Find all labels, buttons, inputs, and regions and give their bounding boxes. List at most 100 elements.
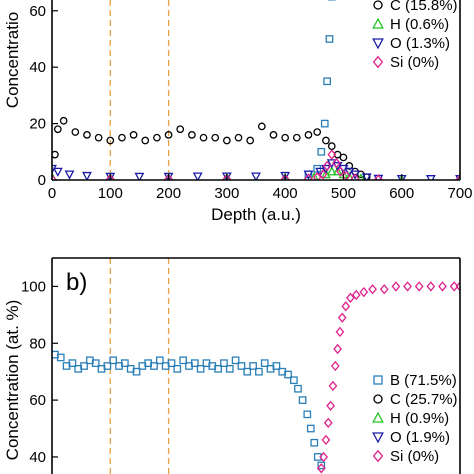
data-point-si <box>164 173 173 180</box>
y-axis-title: Concentratio <box>3 12 22 108</box>
data-point-c <box>141 136 150 145</box>
y-axis-title: Concentration (at. %) <box>3 300 22 461</box>
data-point-h <box>344 171 354 180</box>
data-point-c <box>71 128 80 136</box>
data-point-si <box>403 281 412 292</box>
data-point-b <box>294 384 302 393</box>
data-point-c <box>83 131 91 139</box>
data-point-b <box>320 119 329 128</box>
legend-marker-o <box>372 432 384 444</box>
data-point-si <box>359 286 369 298</box>
data-point-b <box>317 461 326 470</box>
data-point-c <box>59 116 68 125</box>
legend-marker-b <box>373 375 383 385</box>
data-point-o <box>280 171 291 180</box>
data-point-si <box>414 281 424 292</box>
data-point-si <box>333 343 342 355</box>
data-point-b <box>290 376 298 385</box>
data-point-c <box>339 153 348 162</box>
legend-label: Si (0%) <box>390 448 439 465</box>
data-point-c <box>153 133 161 142</box>
legend-label: C (15.8%) <box>390 0 458 14</box>
data-point-b <box>173 364 182 373</box>
data-point-b <box>323 77 331 86</box>
y-tick-label: 40 <box>29 59 46 76</box>
data-point-b <box>260 359 269 368</box>
legend-marker-o <box>372 38 384 50</box>
y-tick-label: 100 <box>21 278 46 295</box>
data-point-c <box>269 131 278 139</box>
data-point-b <box>284 370 292 379</box>
data-point-b <box>190 359 199 368</box>
data-point-b <box>80 362 88 370</box>
data-point-b <box>220 359 228 368</box>
data-point-c <box>199 133 208 142</box>
legend-marker-si <box>372 55 384 69</box>
data-point-si <box>341 301 351 312</box>
data-point-si <box>438 281 447 292</box>
data-point-o <box>134 172 145 180</box>
data-point-si <box>455 281 460 292</box>
legend-marker-si <box>372 449 384 463</box>
data-point-si <box>332 157 341 169</box>
legend-marker-h <box>372 17 384 29</box>
data-point-si <box>455 174 460 180</box>
x-tick-label: 700 <box>447 185 472 202</box>
data-point-o <box>192 172 203 180</box>
data-point-h <box>326 166 337 176</box>
x-tick-label: 600 <box>389 185 414 202</box>
data-point-o <box>52 167 63 177</box>
legend-label: C (25.7%) <box>390 391 458 408</box>
x-tick-label: 500 <box>331 185 356 202</box>
y-tick-label: 40 <box>29 449 46 466</box>
data-point-b <box>179 356 187 365</box>
data-point-b <box>68 359 77 368</box>
data-point-si <box>304 173 313 180</box>
legend-marker-c <box>373 394 383 404</box>
legend-marker-h <box>372 411 384 423</box>
data-point-c <box>188 131 196 139</box>
data-point-c <box>234 133 243 142</box>
x-axis-title: Depth (a.u.) <box>211 205 301 224</box>
data-point-b <box>214 364 222 373</box>
data-point-c <box>94 133 103 142</box>
data-point-b <box>313 453 322 461</box>
legend-label: Si (0%) <box>390 54 439 71</box>
series-group-2 <box>52 281 460 474</box>
data-point-c <box>327 142 336 151</box>
legend-label: H (0.9%) <box>390 410 449 427</box>
data-point-si <box>52 173 57 180</box>
data-point-b <box>310 438 319 447</box>
data-point-o <box>251 172 261 180</box>
data-point-si <box>449 281 459 292</box>
data-point-si <box>326 400 335 411</box>
data-point-c <box>223 136 231 145</box>
data-point-si <box>426 281 436 292</box>
data-point-c <box>176 125 185 134</box>
data-point-o <box>303 170 314 180</box>
legend-marker-c <box>373 0 383 10</box>
data-point-si <box>336 166 345 177</box>
data-point-c <box>52 150 59 159</box>
data-point-si <box>321 434 331 446</box>
data-point-b <box>249 362 257 370</box>
data-point-si <box>327 149 337 160</box>
data-point-si <box>350 173 360 180</box>
data-point-c <box>292 133 301 142</box>
data-point-o <box>361 173 372 180</box>
series-group-1 <box>52 0 460 180</box>
data-point-c <box>129 131 138 139</box>
data-point-si <box>319 451 328 463</box>
data-point-c <box>333 150 342 159</box>
data-point-si <box>222 173 232 180</box>
data-point-h <box>332 166 343 176</box>
data-point-b <box>317 147 326 156</box>
data-point-si <box>368 284 377 295</box>
data-point-b <box>325 35 334 43</box>
data-point-b <box>272 362 281 370</box>
data-point-c <box>211 133 220 142</box>
x-tick-label: 100 <box>98 185 123 202</box>
data-point-si <box>379 284 389 295</box>
data-point-b <box>231 356 240 365</box>
